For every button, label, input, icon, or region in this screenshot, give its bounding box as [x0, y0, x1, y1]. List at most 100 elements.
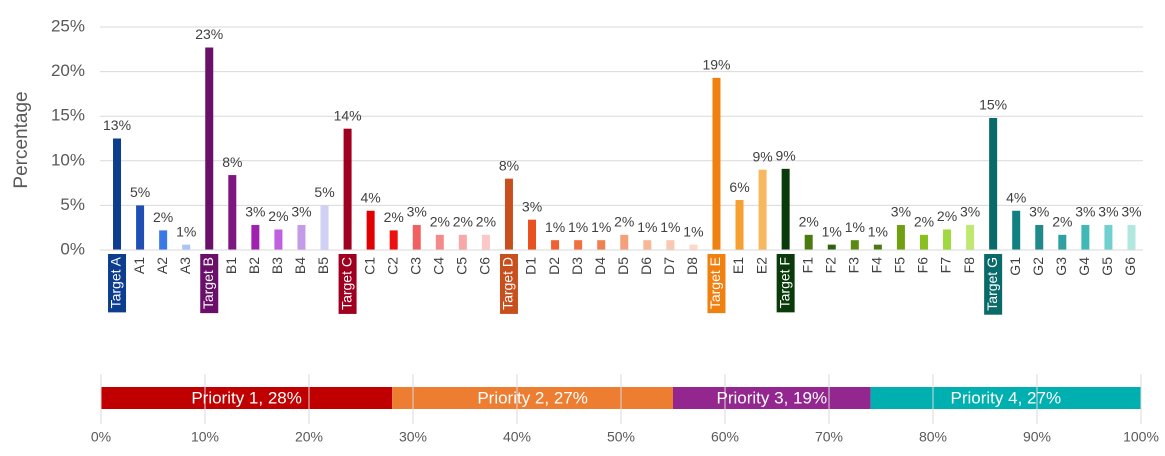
- x-tick-label: 0%: [91, 429, 111, 445]
- bar: [182, 244, 191, 250]
- y-tick-label: 20%: [51, 61, 85, 80]
- bar: [873, 244, 882, 250]
- data-label: 1%: [845, 219, 865, 235]
- x-tick-label: Target B: [200, 257, 216, 309]
- x-tick-label: F1: [799, 257, 815, 274]
- bar: [458, 234, 467, 250]
- x-tick-label: F5: [892, 257, 908, 274]
- data-label: 1%: [822, 223, 842, 239]
- data-label: 13%: [103, 117, 131, 133]
- bar: [435, 234, 444, 250]
- bar: [136, 205, 145, 250]
- bar: [1127, 225, 1136, 250]
- bar: [758, 169, 767, 250]
- bar: [666, 240, 675, 250]
- x-tick-label: A2: [154, 257, 170, 274]
- x-tick-label: 50%: [607, 429, 635, 445]
- y-tick-label: 10%: [51, 150, 85, 169]
- data-label: 1%: [868, 223, 888, 239]
- data-label: 2%: [1052, 214, 1072, 230]
- category-box: [499, 254, 518, 314]
- bar: [597, 240, 606, 250]
- x-tick-label: G6: [1122, 257, 1138, 276]
- x-tick-label: 30%: [399, 429, 427, 445]
- y-tick-label: 0%: [60, 239, 85, 258]
- x-tick-label: D5: [615, 257, 631, 275]
- bar: [113, 138, 122, 250]
- data-label: 1%: [637, 219, 657, 235]
- bar: [528, 219, 537, 250]
- data-label: 3%: [245, 204, 265, 220]
- bar: [389, 230, 398, 250]
- data-label: 3%: [407, 204, 427, 220]
- bar: [896, 225, 905, 250]
- bar: [481, 234, 490, 250]
- data-label: 5%: [314, 184, 334, 200]
- x-tick-label: D1: [523, 257, 539, 275]
- x-tick-label: 40%: [503, 429, 531, 445]
- x-tick-label: E1: [730, 257, 746, 274]
- data-label: 8%: [222, 154, 242, 170]
- data-label: 23%: [195, 26, 223, 42]
- category-box: [338, 254, 357, 314]
- data-label: 3%: [1029, 204, 1049, 220]
- x-tick-label: G3: [1053, 257, 1069, 276]
- bar: [781, 168, 790, 250]
- x-tick-label: G1: [1007, 257, 1023, 276]
- bar: [1012, 210, 1021, 250]
- bar: [1104, 225, 1113, 250]
- bar: [574, 240, 583, 250]
- data-label: 2%: [914, 214, 934, 230]
- segment: [870, 387, 1141, 409]
- x-tick-label: B2: [246, 257, 262, 274]
- x-tick-label: 70%: [815, 429, 843, 445]
- bar: [1081, 225, 1090, 250]
- x-tick-label: Target C: [338, 257, 354, 310]
- x-tick-label: D4: [592, 257, 608, 275]
- x-tick-label: F2: [822, 257, 838, 274]
- data-label: 2%: [153, 209, 173, 225]
- category-box: [200, 254, 219, 314]
- bar: [228, 175, 237, 250]
- data-label: 4%: [361, 189, 381, 205]
- data-label: 2%: [384, 209, 404, 225]
- data-label: 8%: [499, 157, 519, 173]
- x-tick-label: E2: [753, 257, 769, 274]
- data-label: 19%: [702, 57, 730, 73]
- segment: [673, 387, 871, 409]
- data-label: 2%: [268, 208, 288, 224]
- y-tick-label: 5%: [60, 195, 85, 214]
- category-box: [108, 254, 127, 313]
- data-label: 1%: [568, 219, 588, 235]
- bar: [320, 205, 329, 250]
- x-tick-label: D3: [569, 257, 585, 275]
- data-label: 4%: [1006, 189, 1026, 205]
- x-tick-label: 100%: [1123, 429, 1159, 445]
- data-label: 1%: [545, 219, 565, 235]
- bar: [966, 225, 975, 250]
- x-tick-label: D6: [638, 257, 654, 275]
- data-label: 2%: [430, 214, 450, 230]
- data-label: 1%: [176, 223, 196, 239]
- x-tick-label: B3: [269, 257, 285, 274]
- data-label: Priority 3, 19%: [717, 388, 828, 407]
- stacked-area: [101, 387, 1141, 409]
- x-tick-label: F7: [938, 257, 954, 274]
- x-tick-label: F8: [961, 257, 977, 274]
- bar: [551, 240, 560, 250]
- bar: [850, 240, 859, 250]
- x-tick-label: A1: [131, 257, 147, 274]
- x-tick-label: B5: [315, 257, 331, 274]
- bar: [504, 178, 513, 250]
- y-axis-title: Percentage: [11, 91, 32, 188]
- x-tick-label: G5: [1099, 257, 1115, 276]
- x-tick-label: G2: [1030, 257, 1046, 276]
- data-label: 3%: [1075, 204, 1095, 220]
- x-tick-label: B1: [223, 257, 239, 274]
- bar: [251, 225, 260, 250]
- data-label: 9%: [776, 148, 796, 164]
- data-label: Priority 4, 27%: [951, 388, 1062, 407]
- data-label: 5%: [130, 184, 150, 200]
- data-label: 2%: [476, 214, 496, 230]
